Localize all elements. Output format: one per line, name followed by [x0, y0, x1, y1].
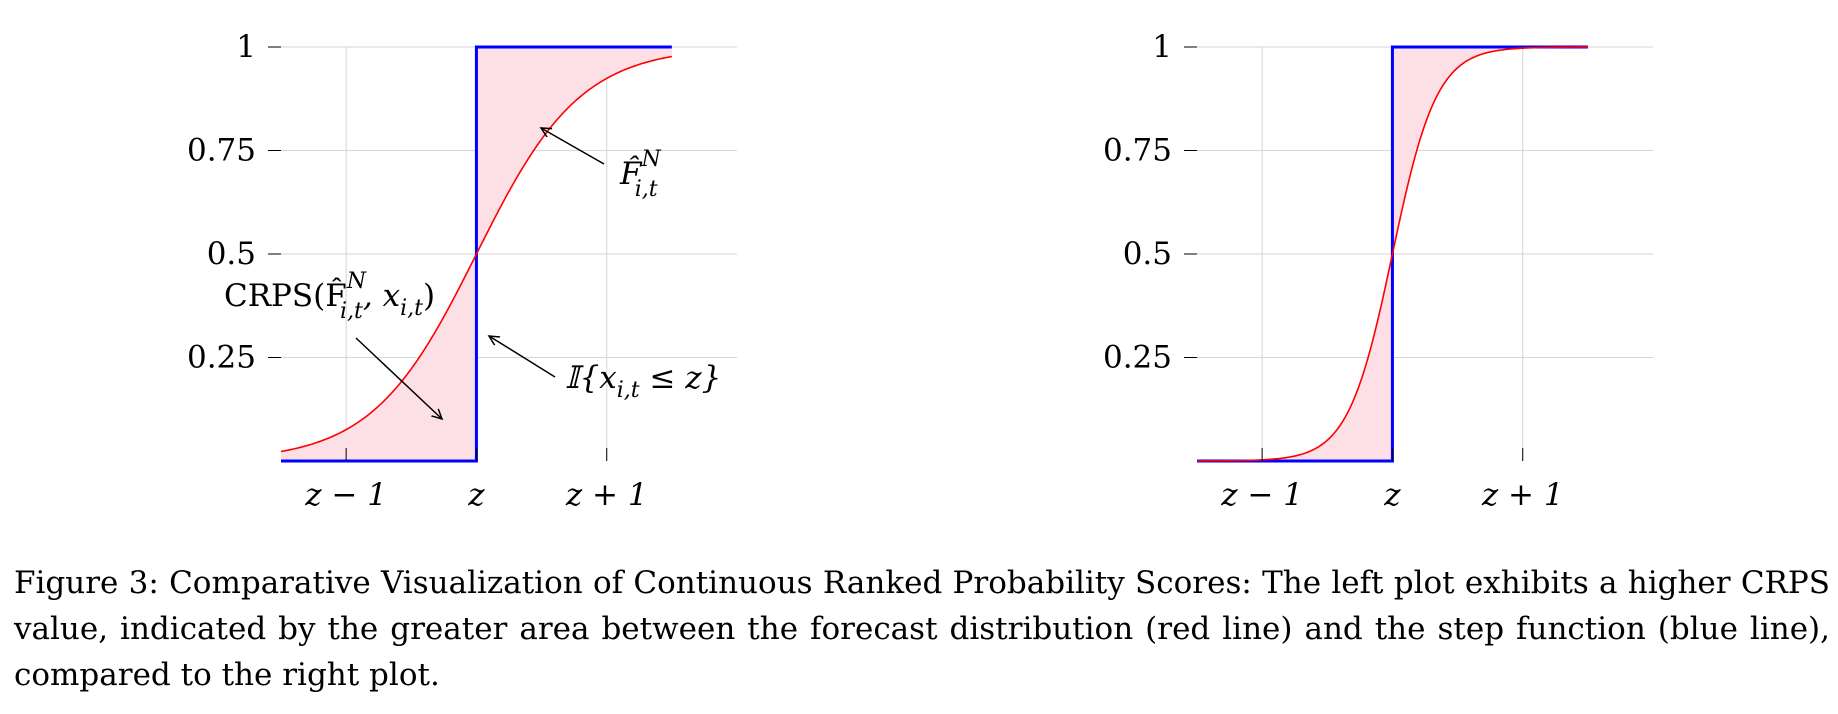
indicator-arrow: [489, 336, 556, 378]
y-tick-label: 0.25: [1103, 340, 1172, 376]
y-tick-label: 0.75: [1103, 133, 1172, 169]
figure-caption: Figure 3: Comparative Visualization of C…: [14, 565, 1830, 693]
forecast-cdf-line: [280, 55, 673, 453]
x-tick-label: z − 1: [304, 477, 387, 513]
x-tick-label: z: [467, 477, 485, 513]
x-tick-label: z + 1: [565, 477, 648, 513]
x-tick-label: z: [1383, 477, 1401, 513]
y-tick-label: 1: [236, 29, 256, 65]
x-tick-label: z + 1: [1481, 477, 1564, 513]
y-tick-label: 0.25: [187, 340, 256, 376]
indicator-label: 𝕀{xi,t ≤ z}: [565, 360, 721, 403]
forecast-cdf-arrow: [541, 128, 605, 165]
crps-arrow: [355, 337, 442, 419]
crps-comparison-charts: 0.25 0.5 0.75 1 z − 1 z z + 1 F̂N i,t 𝕀{xi,t ≤ z}…: [187, 29, 1653, 513]
y-tick-label: 1: [1152, 29, 1172, 65]
crps-label: CRPS(F̂N i,t, xi,t): [224, 269, 435, 324]
y-tick-label: 0.5: [1123, 236, 1172, 272]
forecast-cdf-label: F̂N i,t: [619, 147, 662, 202]
y-tick-label: 0.75: [187, 133, 256, 169]
x-tick-label: z − 1: [1220, 477, 1303, 513]
left-plot: 0.25 0.5 0.75 1 z − 1 z z + 1 F̂N i,t 𝕀{xi,t ≤ z}…: [187, 29, 737, 513]
right-plot: 0.25 0.5 0.75 1 z − 1 z z + 1: [1103, 29, 1653, 513]
y-tick-label: 0.5: [207, 236, 256, 272]
